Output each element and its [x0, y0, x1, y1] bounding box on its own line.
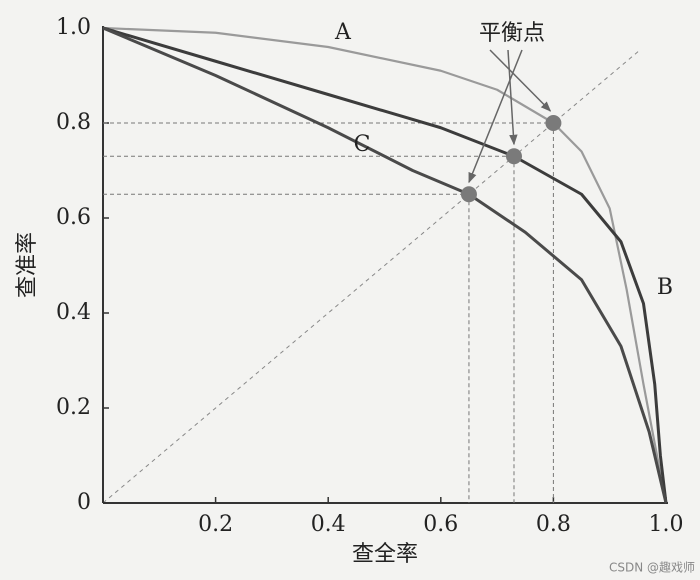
y-tick-label: 0.8	[56, 110, 91, 135]
pr-curve	[102, 26, 668, 504]
x-tick-label: 0.4	[311, 512, 346, 537]
y-tick-label: 0.2	[56, 395, 91, 420]
x-tick-label: 0.6	[423, 512, 458, 537]
series-label: A	[334, 20, 352, 45]
series-label: C	[354, 132, 371, 157]
annotation-arrow	[489, 49, 552, 112]
break-even-point	[545, 115, 562, 131]
annotation-arrow	[468, 49, 523, 184]
watermark: CSDN @趣戏师	[609, 560, 695, 575]
x-axis-label: 查全率	[352, 542, 418, 567]
y-tick-label: 1.0	[56, 15, 91, 40]
break-even-point	[460, 186, 477, 203]
annotation-arrow	[507, 49, 518, 146]
y-tick-label: 0.6	[56, 205, 91, 230]
y-tick-label: 0	[77, 490, 91, 515]
break-even-point	[505, 148, 522, 165]
series-label: B	[657, 275, 673, 300]
x-tick-label: 1.0	[649, 512, 684, 537]
pr-curve	[102, 26, 668, 504]
y-axis-label: 查准率	[15, 232, 40, 298]
annotation: 平衡点	[479, 21, 545, 46]
x-tick-label: 0.2	[198, 512, 233, 537]
x-tick-label: 0.8	[536, 512, 571, 537]
y-tick-label: 0.4	[56, 300, 91, 325]
